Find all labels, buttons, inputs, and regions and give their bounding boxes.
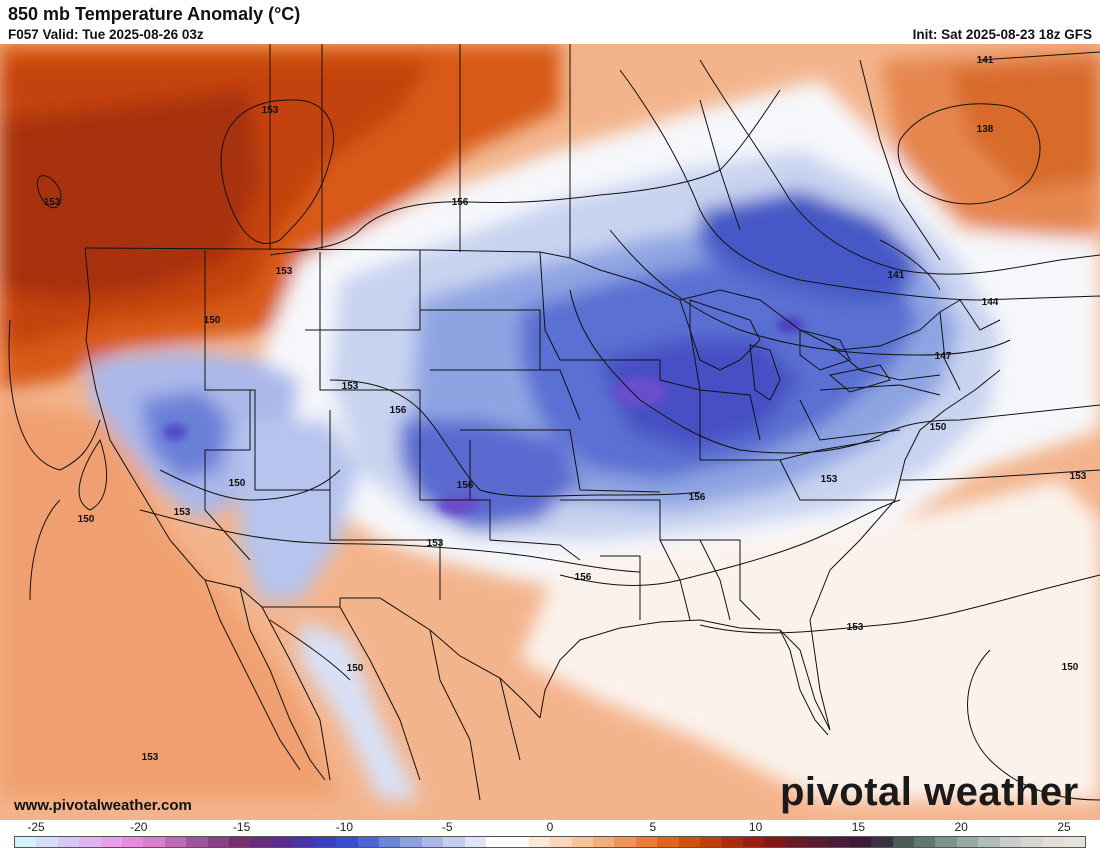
contour-label: 153: [276, 266, 293, 277]
color-scale-tick-label: 5: [649, 820, 657, 834]
valid-time: F057 Valid: Tue 2025-08-26 03z: [8, 27, 204, 42]
contour-labels: 141 138 153 153 156 153 141 144 150 147 …: [44, 55, 1087, 763]
contour-label: 153: [262, 105, 279, 116]
contour-label: 147: [935, 351, 952, 362]
contour-label: 156: [390, 405, 407, 416]
contour-label: 150: [78, 514, 95, 525]
color-scale-swatch: [871, 837, 893, 847]
color-scale-swatch: [571, 837, 593, 847]
color-scale-swatch: [314, 837, 337, 847]
color-scale-swatch: [57, 837, 80, 847]
color-scale-swatch: [700, 837, 722, 847]
contour-label: 156: [575, 572, 592, 583]
color-scale-swatch: [207, 837, 230, 847]
contour-label: 144: [982, 297, 999, 308]
color-scale-tick-label: 20: [954, 820, 968, 834]
color-scale-swatch: [1042, 837, 1064, 847]
contour-label: 150: [1062, 662, 1079, 673]
anomaly-map: 141 138 153 153 156 153 141 144 150 147 …: [0, 44, 1100, 820]
contour-label: 138: [977, 124, 994, 135]
color-scale-tick-label: -25: [27, 820, 45, 834]
color-scale-swatch: [614, 837, 636, 847]
color-scale-swatch: [186, 837, 208, 847]
color-scale-swatch: [485, 837, 508, 847]
color-scale-swatch: [721, 837, 743, 847]
color-scale-swatch: [528, 837, 551, 847]
color-scale-swatch: [378, 837, 401, 847]
color-scale-swatch: [15, 837, 37, 847]
contour-label: 150: [930, 422, 947, 433]
contour-label: 141: [977, 55, 994, 66]
color-scale-swatch: [550, 837, 572, 847]
color-scale-swatch: [229, 837, 251, 847]
color-scale-swatch: [592, 837, 615, 847]
contour-label: 153: [44, 197, 61, 208]
color-scale-swatch: [400, 837, 422, 847]
color-scale-swatch: [892, 837, 915, 847]
color-scale-swatch: [764, 837, 786, 847]
website-url: www.pivotalweather.com: [14, 797, 192, 814]
contour-label: 156: [452, 197, 469, 208]
color-scale-swatch: [999, 837, 1022, 847]
height-contours: [8, 51, 1100, 801]
contour-label: 153: [847, 622, 864, 633]
color-scale-swatch: [464, 837, 486, 847]
color-scale-swatch: [935, 837, 957, 847]
color-scale-swatch: [507, 837, 529, 847]
contour-label: 153: [142, 752, 159, 763]
color-scale-tick-label: 0: [546, 820, 554, 834]
color-scale: -25 -20 -15 -10 -5 0 5 10 15 20 25: [14, 820, 1086, 850]
color-scale-swatch: [36, 837, 58, 847]
color-scale-swatch: [742, 837, 765, 847]
init-time: Init: Sat 2025-08-23 18z GFS: [912, 27, 1092, 42]
color-scale-swatch: [956, 837, 979, 847]
color-scale-tick-label: -10: [335, 820, 354, 834]
color-scale-swatch: [293, 837, 315, 847]
contour-label: 153: [821, 474, 838, 485]
contour-label: 153: [1070, 471, 1087, 482]
color-scale-tick-label: -15: [232, 820, 251, 834]
color-scale-swatch: [678, 837, 700, 847]
color-scale-swatch: [849, 837, 872, 847]
color-scale-swatch: [100, 837, 123, 847]
color-scale-swatch: [978, 837, 1000, 847]
color-scale-swatch: [635, 837, 658, 847]
contour-label: 153: [427, 538, 444, 549]
contour-label: 156: [457, 480, 474, 491]
color-scale-swatch: [657, 837, 679, 847]
contour-label: 150: [204, 315, 221, 326]
political-boundaries: [84, 44, 1001, 801]
color-scale-swatch: [1063, 837, 1086, 847]
color-scale-swatch: [914, 837, 936, 847]
color-scale-labels: -25 -20 -15 -10 -5 0 5 10 15 20 25: [14, 820, 1086, 834]
color-scale-tick-label: 15: [851, 820, 866, 834]
contour-label: 150: [229, 478, 246, 489]
map-title: 850 mb Temperature Anomaly (°C): [8, 4, 301, 24]
color-scale-tick-label: -5: [441, 820, 453, 834]
color-scale-tick-label: 25: [1057, 820, 1071, 834]
color-scale-bar: [14, 836, 1086, 848]
contour-label: 153: [174, 507, 191, 518]
color-scale-swatch: [357, 837, 379, 847]
contour-label: 156: [689, 492, 706, 503]
color-scale-swatch: [122, 837, 144, 847]
color-scale-swatch: [271, 837, 294, 847]
color-scale-swatch: [143, 837, 165, 847]
color-scale-swatch: [785, 837, 808, 847]
color-scale-swatch: [1021, 837, 1043, 847]
contour-label: 141: [888, 270, 905, 281]
brand-logo: pivotal weather: [780, 770, 1079, 814]
contour-label: 153: [342, 381, 359, 392]
color-scale-tick-label: -20: [130, 820, 148, 834]
contour-label: 150: [347, 663, 364, 674]
color-scale-tick-label: 10: [748, 820, 763, 834]
color-scale-swatch: [336, 837, 358, 847]
color-scale-swatch: [79, 837, 101, 847]
color-scale-swatch: [828, 837, 850, 847]
color-scale-swatch: [421, 837, 444, 847]
color-scale-swatch: [164, 837, 187, 847]
color-scale-swatch: [250, 837, 272, 847]
color-scale-swatch: [443, 837, 465, 847]
color-scale-swatch: [807, 837, 829, 847]
